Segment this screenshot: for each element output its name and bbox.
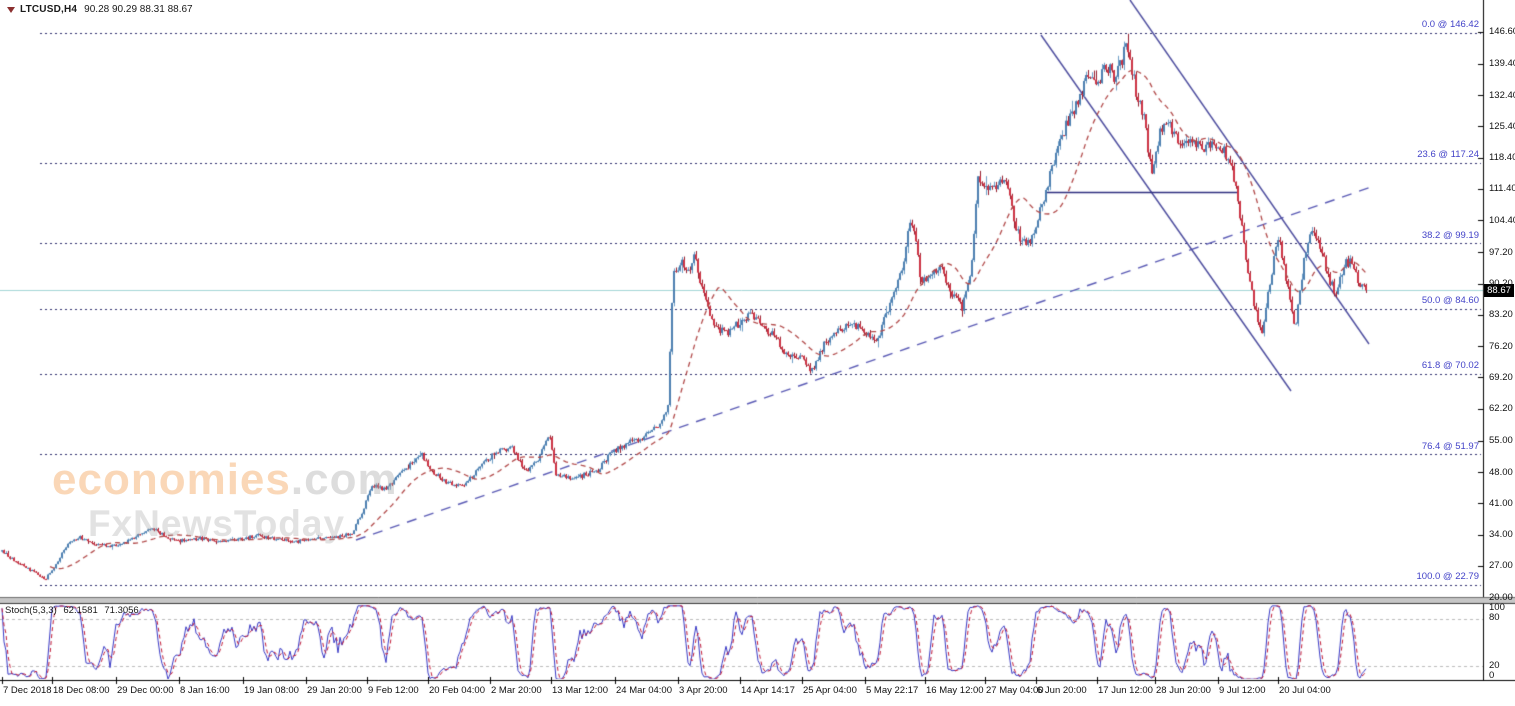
chart-window: economies.com FxNewsToday LTCUSD,H4 90.2… bbox=[0, 0, 1515, 706]
price-chart-canvas[interactable] bbox=[0, 0, 1515, 706]
